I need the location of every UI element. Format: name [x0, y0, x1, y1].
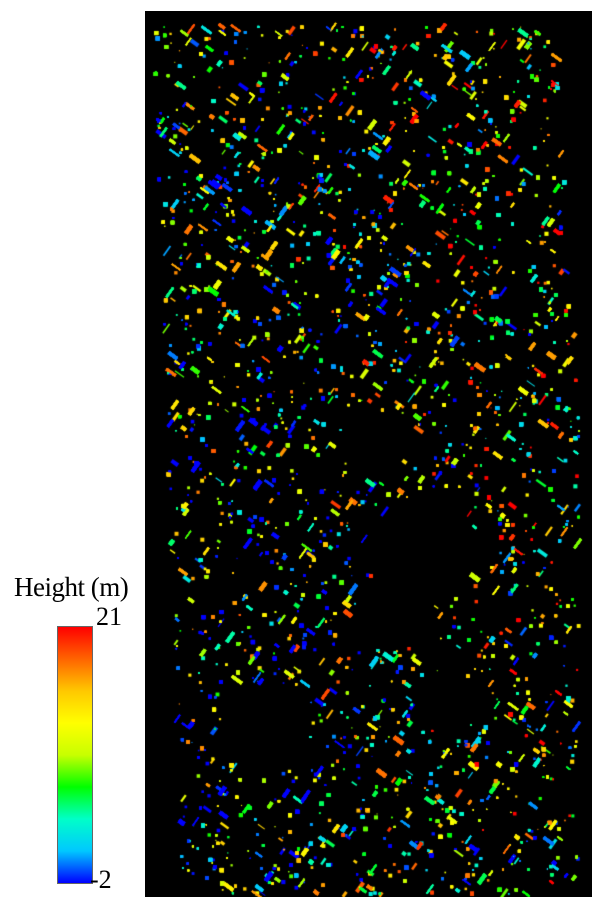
colorbar-min-label: -2 — [90, 865, 112, 894]
colorbar-max-label: 21 — [96, 602, 122, 631]
height-map — [145, 11, 592, 897]
colorbar — [57, 626, 93, 884]
legend-title: Height (m) — [14, 572, 129, 602]
point-cloud-raster — [145, 11, 592, 897]
